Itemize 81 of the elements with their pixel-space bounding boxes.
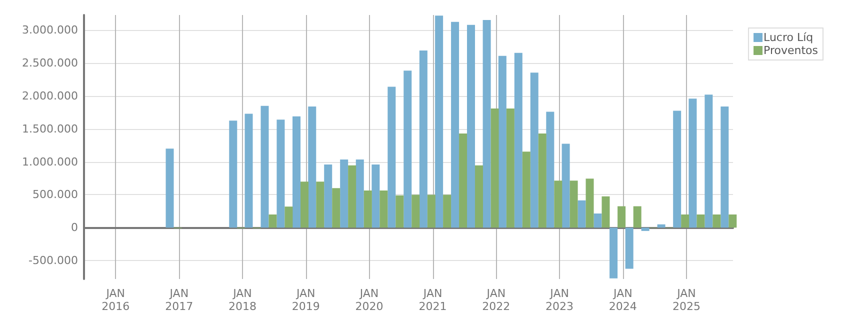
bar	[459, 134, 468, 228]
bar	[704, 94, 713, 228]
x-tick-label: JAN 2023	[546, 287, 574, 313]
bar	[594, 213, 602, 228]
bar	[546, 112, 554, 228]
bar	[641, 228, 650, 231]
bar	[466, 24, 475, 228]
y-tick-label: 2.500.000	[22, 56, 78, 70]
bar	[229, 120, 238, 228]
y-tick-label: -500.000	[28, 254, 78, 268]
y-tick-label: 0	[71, 221, 78, 234]
bar	[657, 224, 666, 228]
y-tick-label: 2.000.000	[22, 89, 78, 102]
bar	[562, 144, 570, 228]
bar	[244, 114, 253, 228]
y-tick-label: 1.500.000	[22, 122, 78, 136]
bar	[522, 152, 530, 228]
bar	[586, 178, 594, 228]
bar	[618, 206, 626, 228]
x-tick-label: JAN 2019	[292, 287, 320, 313]
bar	[681, 214, 690, 228]
bar	[506, 108, 514, 228]
x-tick-label: JAN 2016	[102, 287, 130, 313]
bar	[348, 165, 356, 228]
bar	[570, 180, 578, 228]
bar	[712, 214, 721, 228]
bar	[610, 228, 618, 278]
bar	[356, 160, 364, 228]
bar	[530, 72, 538, 228]
y-tick-label: 1.000.000	[22, 155, 78, 168]
legend-label: Proventos	[764, 44, 818, 57]
bar	[474, 165, 483, 228]
bar	[443, 194, 452, 228]
bar	[498, 56, 506, 228]
bar	[688, 98, 697, 228]
bar	[728, 214, 737, 228]
bar	[696, 214, 705, 228]
bar	[554, 180, 562, 228]
bar	[300, 182, 309, 228]
bar	[625, 228, 634, 269]
bar	[388, 86, 396, 228]
bar	[316, 182, 324, 228]
bar	[396, 195, 404, 228]
legend-label: Lucro Líq	[764, 31, 814, 44]
bar	[372, 164, 380, 228]
bar	[451, 22, 460, 228]
x-tick-label: JAN 2020	[355, 287, 384, 313]
bar	[578, 200, 586, 228]
bar	[633, 206, 642, 228]
bar	[602, 196, 610, 228]
bar	[268, 214, 277, 228]
x-tick-label: JAN 2018	[228, 287, 257, 313]
bar	[308, 106, 316, 228]
bar	[490, 108, 499, 228]
bar	[419, 50, 428, 228]
x-tick-label: JAN 2022	[482, 287, 510, 313]
x-tick-label: JAN 2021	[418, 287, 447, 313]
bar	[260, 106, 269, 228]
bar	[324, 164, 332, 228]
bar	[276, 120, 285, 228]
bar	[380, 190, 388, 228]
bar	[538, 134, 546, 228]
bar	[673, 110, 682, 228]
x-tick-label: JAN 2024	[608, 287, 637, 313]
bar	[404, 70, 412, 228]
bar	[364, 190, 372, 228]
bar	[340, 160, 348, 228]
bar	[412, 194, 420, 228]
y-tick-label: 3.000.000	[22, 24, 78, 37]
bar	[284, 206, 293, 228]
bar	[292, 116, 301, 228]
x-tick-label: JAN 2017	[165, 287, 194, 313]
bar	[332, 188, 340, 228]
bar	[435, 16, 444, 228]
bar	[166, 148, 174, 228]
y-tick-label: 500.000	[32, 188, 78, 202]
bar	[482, 20, 491, 228]
x-tick-label: JAN 2025	[672, 287, 700, 313]
bar	[514, 52, 522, 228]
bar	[427, 194, 436, 228]
bar	[720, 106, 729, 228]
